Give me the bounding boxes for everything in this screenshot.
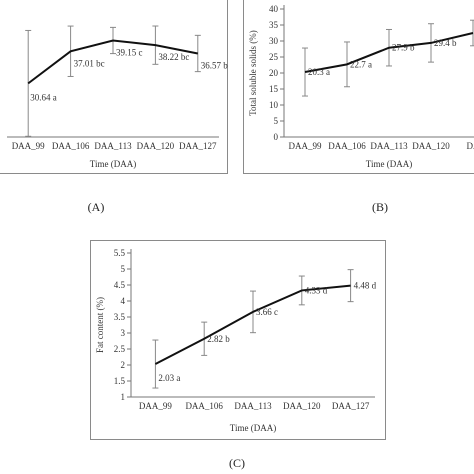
chart-panel-a: DAA_99 DAA_106 DAA_113 DAA_120 DAA_127 Time (…	[0, 0, 228, 174]
x-axis-title-c: Time (DAA)	[230, 423, 276, 433]
x-tick-label-a: DAA_106	[52, 141, 90, 151]
data-label-b: 29.4 b	[434, 38, 457, 48]
y-tick-label-b: 0	[274, 132, 279, 142]
series-line-c	[154, 284, 351, 365]
x-tick-label-c: DAA_127	[332, 401, 370, 411]
data-label-a: 36.57 b	[201, 60, 229, 70]
x-tick-label-a: DAA_113	[94, 141, 132, 151]
y-tick-label-c: 2	[121, 360, 126, 370]
series-line-a	[27, 39, 198, 85]
y-tick-label-c: 3.5	[114, 312, 126, 322]
chart-b-svg: 0 5 10 15 20 25 30 35 40 DAA_99 DAA_106 DAA_113 DAA_…	[248, 4, 474, 169]
y-tick-label-b: 30	[269, 36, 279, 46]
y-tick-label-c: 4.5	[114, 280, 126, 290]
data-label-c: 3.66 c	[256, 307, 278, 317]
x-axis-title-a: Time (DAA)	[90, 159, 136, 169]
y-axis-title-c: Fat content (%)	[95, 297, 105, 353]
data-label-a: 30.64 a	[30, 92, 57, 102]
data-label-b: 27.9 b	[392, 43, 415, 53]
data-label-a: 39.15 c	[116, 47, 143, 57]
x-axis-title-b: Time (DAA)	[366, 159, 412, 169]
x-tick-label-a: DAA_99	[12, 141, 45, 151]
x-tick-label-b: DAA_120	[412, 141, 450, 151]
data-label-c: 2.03 a	[158, 373, 180, 383]
y-tick-label-b: 10	[269, 100, 279, 110]
y-tick-label-c: 3	[121, 328, 126, 338]
y-tick-label-b: 25	[269, 52, 279, 62]
series-line-b	[304, 32, 474, 74]
y-tick-label-c: 1	[121, 392, 126, 402]
y-tick-label-c: 5.5	[114, 248, 126, 258]
y-axis-title-b: Total soluble solids (%)	[248, 30, 258, 116]
panel-label-c: (C)	[229, 456, 245, 470]
chart-c-svg: 1 1.5 2 2.5 3 3.5 4 4.5 5 5.5 DAA_99 DAA_106 DAA_113…	[95, 248, 377, 433]
y-tick-label-b: 20	[269, 68, 279, 78]
data-label-b: 20.3 a	[308, 67, 330, 77]
data-label-c: 4.48 d	[354, 281, 377, 291]
y-tick-label-c: 2.5	[114, 344, 126, 354]
x-tick-label-c: DAA_106	[185, 401, 223, 411]
data-label-c: 4.33 d	[305, 285, 328, 295]
chart-panel-c: 1 1.5 2 2.5 3 3.5 4 4.5 5 5.5 DAA_99 DAA_106 DAA_113…	[90, 240, 386, 440]
x-tick-label-a: DAA_120	[137, 141, 175, 151]
x-tick-label-b: DA	[467, 141, 474, 151]
data-label-a: 38.22 bc	[158, 52, 189, 62]
x-tick-label-c: DAA_113	[234, 401, 272, 411]
x-tick-label-b: DAA_99	[289, 141, 322, 151]
y-tick-label-c: 5	[121, 264, 126, 274]
y-tick-label-b: 15	[269, 84, 279, 94]
panel-label-b: (B)	[372, 200, 388, 214]
y-tick-label-c: 4	[121, 296, 126, 306]
y-tick-label-b: 35	[269, 20, 279, 30]
x-tick-label-c: DAA_120	[283, 401, 321, 411]
y-tick-label-b: 40	[269, 4, 279, 14]
data-label-b: 22.7 a	[350, 59, 372, 69]
x-tick-label-b: DAA_106	[328, 141, 366, 151]
y-tick-label-b: 5	[274, 116, 279, 126]
y-tick-label-c: 1.5	[114, 376, 126, 386]
x-tick-label-b: DAA_113	[370, 141, 408, 151]
x-tick-label-c: DAA_99	[139, 401, 172, 411]
chart-a-svg: DAA_99 DAA_106 DAA_113 DAA_120 DAA_127 Time (…	[7, 25, 229, 169]
data-label-c: 2.82 b	[207, 334, 230, 344]
chart-panel-b: 0 5 10 15 20 25 30 35 40 DAA_99 DAA_106 DAA_113 DAA_…	[243, 0, 474, 174]
panel-label-a: (A)	[87, 200, 105, 214]
x-tick-label-a: DAA_127	[179, 141, 217, 151]
data-label-a: 37.01 bc	[74, 58, 105, 68]
